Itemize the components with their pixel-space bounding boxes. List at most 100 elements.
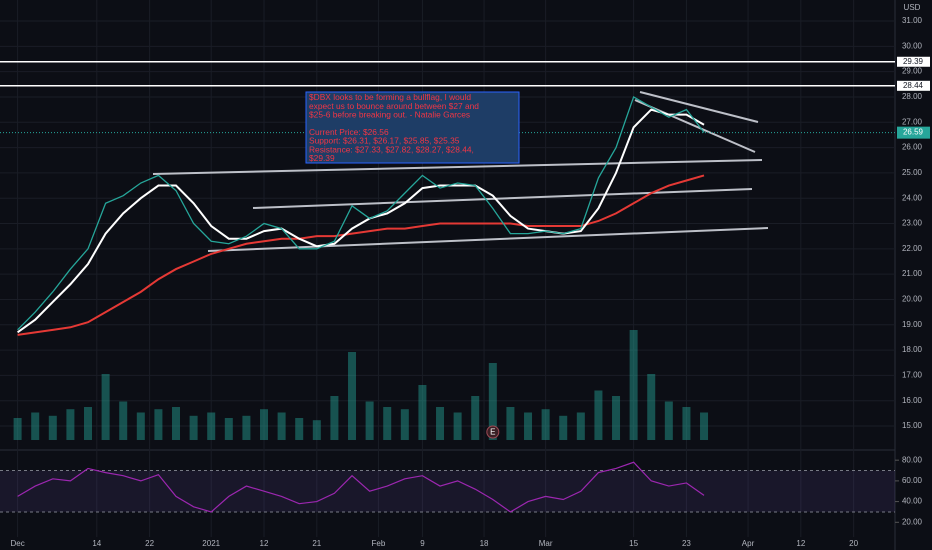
volume-bar — [119, 401, 128, 440]
y-tick-label: 28.00 — [902, 92, 923, 101]
volume-bar — [418, 385, 427, 440]
volume-bar — [48, 415, 57, 440]
x-tick-label: 15 — [629, 539, 638, 548]
x-tick-label: Feb — [372, 539, 386, 548]
annotation-box — [305, 91, 520, 164]
volume-bar — [576, 412, 585, 440]
volume-bar — [295, 418, 304, 440]
trendlines — [152, 91, 769, 252]
x-tick-label: 22 — [145, 539, 154, 548]
x-tick-label: 18 — [480, 539, 489, 548]
y-tick-label: 24.00 — [902, 193, 923, 202]
price-line — [17, 95, 705, 331]
annotation-text: Current Price: $26.56 — [309, 127, 389, 137]
volume-bar — [559, 415, 568, 440]
level-label: 29.39 — [903, 57, 924, 66]
volume-bar — [471, 396, 480, 440]
y-tick-label: 15.00 — [902, 421, 923, 430]
y-tick-label: 25.00 — [902, 168, 923, 177]
annotation-text: $29.39 — [309, 153, 335, 163]
y-tick-label: 31.00 — [902, 16, 923, 25]
x-tick-label: 12 — [796, 539, 805, 548]
volume-bar — [13, 418, 22, 440]
volume-bar — [453, 412, 462, 440]
annotation-text: $DBX looks to be forming a bullflag, I w… — [309, 92, 471, 102]
x-tick-label: 23 — [682, 539, 691, 548]
earnings-label: E — [490, 428, 495, 437]
volume-bar — [101, 374, 110, 440]
volume-bar — [66, 409, 75, 440]
annotation-text: expect us to bounce around between $27 a… — [309, 101, 479, 111]
rsi-tick-label: 20.00 — [902, 517, 923, 526]
volume-bar — [189, 415, 198, 440]
volume-bar — [400, 409, 409, 440]
y-tick-label: 27.00 — [902, 117, 923, 126]
rsi-tick-label: 60.00 — [902, 476, 923, 485]
x-tick-label: Mar — [539, 539, 553, 548]
x-tick-label: 14 — [92, 539, 101, 548]
x-tick-label: 2021 — [202, 539, 220, 548]
volume-bar — [31, 412, 40, 440]
annotation-text: Resistance: $27.33, $27.82, $28.27, $28.… — [309, 144, 474, 154]
y-tick-label: 22.00 — [902, 244, 923, 253]
volume-bar — [383, 407, 392, 440]
volume-bar — [312, 420, 321, 440]
volume-bar — [594, 390, 603, 440]
volume-bar — [488, 363, 497, 440]
volume-bar — [365, 401, 374, 440]
volume-bar — [260, 409, 269, 440]
level-tag — [897, 56, 930, 67]
volume-bar — [436, 407, 445, 440]
volume-bar — [242, 415, 251, 440]
annotation-text: $25-6 before breaking out. - Natalie Gar… — [309, 110, 470, 120]
rsi-band — [0, 470, 895, 512]
price-line — [17, 174, 705, 336]
volume-bar — [682, 407, 691, 440]
volume-bar — [348, 352, 357, 440]
rsi-line — [17, 461, 705, 513]
level-tag — [897, 80, 930, 91]
volume-bar — [84, 407, 93, 440]
volume-bar — [700, 412, 709, 440]
y-tick-label: 29.00 — [902, 67, 923, 76]
trendline — [639, 91, 759, 123]
currency-label: USD — [904, 3, 921, 12]
volume-bar — [154, 409, 163, 440]
volume-bar — [172, 407, 181, 440]
annotation-text: Support: $26.31, $26.17, $25.85, $25.35 — [309, 136, 460, 146]
x-tick-label: 9 — [420, 539, 425, 548]
y-tick-label: 23.00 — [902, 219, 923, 228]
volume-bar — [524, 412, 533, 440]
x-tick-label: 21 — [312, 539, 321, 548]
rsi-tick-label: 80.00 — [902, 455, 923, 464]
y-tick-label: 17.00 — [902, 370, 923, 379]
y-tick-label: 18.00 — [902, 345, 923, 354]
volume-bar — [647, 374, 656, 440]
volume-bar — [506, 407, 515, 440]
trendline — [207, 227, 769, 252]
volume-bar — [277, 412, 286, 440]
y-tick-label: 30.00 — [902, 41, 923, 50]
volume-bar — [207, 412, 216, 440]
y-tick-label: 26.00 — [902, 143, 923, 152]
x-tick-label: 20 — [849, 539, 858, 548]
volume-bar — [629, 330, 638, 440]
trendline — [252, 188, 753, 209]
x-tick-label: Apr — [742, 539, 755, 548]
volume-bar — [136, 412, 145, 440]
volume-bar — [541, 409, 550, 440]
price-line — [17, 108, 705, 334]
x-tick-label: Dec — [10, 539, 24, 548]
trendline — [152, 159, 763, 175]
volume-bar — [664, 401, 673, 440]
last-price-label: 26.59 — [903, 128, 924, 137]
x-tick-label: 12 — [260, 539, 269, 548]
y-tick-label: 21.00 — [902, 269, 923, 278]
rsi-tick-label: 40.00 — [902, 497, 923, 506]
last-price-tag — [897, 126, 930, 139]
volume-bar — [330, 396, 339, 440]
volume-bar — [612, 396, 621, 440]
volume-bar — [224, 418, 233, 440]
